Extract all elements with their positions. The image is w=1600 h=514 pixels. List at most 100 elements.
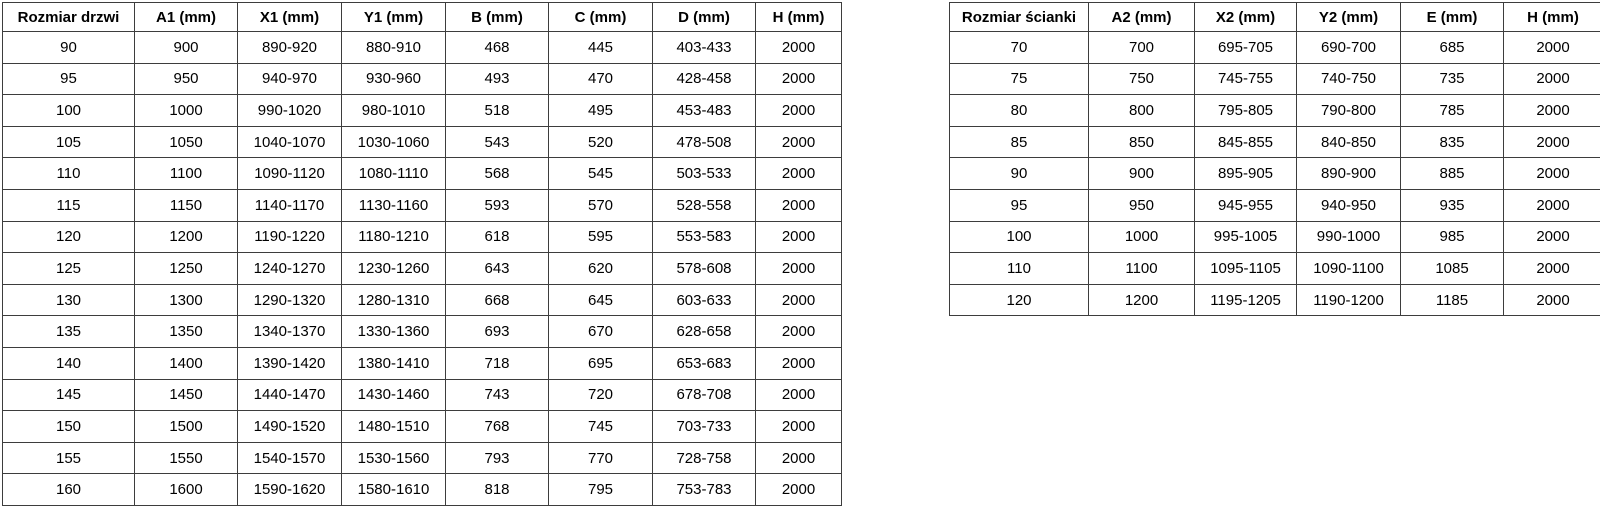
- table-row: 155 1550 1540-1570 1530-1560 793 770 728-758 20…: [2, 441, 842, 475]
- table-cell: 2000: [755, 283, 842, 317]
- column-header: H (mm): [1503, 2, 1600, 32]
- table-row: 90 900 895-905 890-900 885 2000: [949, 157, 1600, 190]
- header-row: Rozmiar ścianki A2 (mm) X2 (mm) Y2 (mm) E (m…: [949, 2, 1600, 32]
- table-cell: 1190-1220: [237, 220, 342, 254]
- table-cell: 980-1010: [341, 94, 446, 127]
- table-cell: 80: [949, 94, 1089, 127]
- table-cell: 120: [949, 283, 1089, 317]
- column-header: Rozmiar ścianki: [949, 2, 1089, 32]
- table-cell: 120: [2, 220, 135, 254]
- table-cell: 593: [445, 188, 549, 222]
- table-cell: 160: [2, 473, 135, 506]
- table-cell: 935: [1400, 188, 1504, 222]
- table-cell: 700: [1088, 31, 1195, 64]
- table-row: 120 1200 1190-1220 1180-1210 618 595 553-583 20…: [2, 220, 842, 254]
- table-cell: 1195-1205: [1194, 283, 1297, 317]
- table-cell: 568: [445, 157, 549, 190]
- table-cell: 2000: [755, 62, 842, 96]
- table-cell: 1000: [134, 94, 238, 127]
- column-header: A2 (mm): [1088, 2, 1195, 32]
- table-cell: 685: [1400, 31, 1504, 64]
- table-cell: 2000: [755, 220, 842, 254]
- table-cell: 95: [2, 62, 135, 96]
- table-cell: 743: [445, 378, 549, 412]
- table-cell: 553-583: [652, 220, 756, 254]
- table-cell: 785: [1400, 94, 1504, 127]
- table-cell: 1140-1170: [237, 188, 342, 222]
- table-cell: 945-955: [1194, 188, 1297, 222]
- table-cell: 1090-1100: [1296, 252, 1401, 285]
- table-cell: 950: [134, 62, 238, 96]
- table-cell: 1340-1370: [237, 315, 342, 348]
- table-cell: 503-533: [652, 157, 756, 190]
- table-cell: 1480-1510: [341, 410, 446, 443]
- table-cell: 2000: [755, 94, 842, 127]
- table-cell: 1380-1410: [341, 346, 446, 380]
- table-cell: 800: [1088, 94, 1195, 127]
- column-header: X2 (mm): [1194, 2, 1297, 32]
- table-cell: 950: [1088, 188, 1195, 222]
- table-cell: 468: [445, 31, 549, 64]
- table-cell: 643: [445, 252, 549, 285]
- table-cell: 2000: [1503, 157, 1600, 190]
- table-cell: 678-708: [652, 378, 756, 412]
- table-cell: 2000: [755, 346, 842, 380]
- table-cell: 693: [445, 315, 549, 348]
- table-row: 140 1400 1390-1420 1380-1410 718 695 653-683 20…: [2, 346, 842, 380]
- table-cell: 645: [548, 283, 653, 317]
- table-cell: 1540-1570: [237, 441, 342, 475]
- table-cell: 130: [2, 283, 135, 317]
- table-row: 115 1150 1140-1170 1130-1160 593 570 528-558 20…: [2, 188, 842, 222]
- table-cell: 595: [548, 220, 653, 254]
- table-cell: 495: [548, 94, 653, 127]
- table-cell: 1250: [134, 252, 238, 285]
- table-cell: 735: [1400, 62, 1504, 96]
- table-cell: 145: [2, 378, 135, 412]
- table-cell: 603-633: [652, 283, 756, 317]
- table-cell: 1350: [134, 315, 238, 348]
- table-cell: 900: [1088, 157, 1195, 190]
- column-header: H (mm): [755, 2, 842, 32]
- table-cell: 895-905: [1194, 157, 1297, 190]
- table-cell: 1100: [134, 157, 238, 190]
- table-cell: 2000: [1503, 283, 1600, 317]
- table-cell: 653-683: [652, 346, 756, 380]
- table-cell: 880-910: [341, 31, 446, 64]
- table-cell: 1080-1110: [341, 157, 446, 190]
- table-cell: 990-1000: [1296, 220, 1401, 254]
- table-cell: 718: [445, 346, 549, 380]
- table-cell: 790-800: [1296, 94, 1401, 127]
- table-cell: 900: [134, 31, 238, 64]
- table-cell: 2000: [755, 315, 842, 348]
- table-cell: 115: [2, 188, 135, 222]
- table-row: 145 1450 1440-1470 1430-1460 743 720 678-708 20…: [2, 378, 842, 412]
- table-cell: 770: [548, 441, 653, 475]
- table-cell: 850: [1088, 125, 1195, 159]
- table-cell: 720: [548, 378, 653, 412]
- table-cell: 840-850: [1296, 125, 1401, 159]
- table-cell: 1490-1520: [237, 410, 342, 443]
- table-cell: 750: [1088, 62, 1195, 96]
- table-row: 150 1500 1490-1520 1480-1510 768 745 703-733 20…: [2, 410, 842, 443]
- table-cell: 1050: [134, 125, 238, 159]
- table-cell: 795: [548, 473, 653, 506]
- table-cell: 1095-1105: [1194, 252, 1297, 285]
- table-cell: 1580-1610: [341, 473, 446, 506]
- column-header: A1 (mm): [134, 2, 238, 32]
- header-row: Rozmiar drzwi A1 (mm) X1 (mm) Y1 (mm) B (mm)…: [2, 2, 842, 32]
- table-cell: 1150: [134, 188, 238, 222]
- table-cell: 818: [445, 473, 549, 506]
- table-cell: 768: [445, 410, 549, 443]
- table-cell: 2000: [755, 410, 842, 443]
- table-cell: 1185: [1400, 283, 1504, 317]
- table-cell: 2000: [1503, 125, 1600, 159]
- table-cell: 618: [445, 220, 549, 254]
- column-header: Rozmiar drzwi: [2, 2, 135, 32]
- table-row: 120 1200 1195-1205 1190-1200 1185 2000: [949, 283, 1600, 317]
- column-header: E (mm): [1400, 2, 1504, 32]
- table-row: 110 1100 1090-1120 1080-1110 568 545 503-533 20…: [2, 157, 842, 190]
- table-row: 85 850 845-855 840-850 835 2000: [949, 125, 1600, 159]
- table-row: 105 1050 1040-1070 1030-1060 543 520 478-508 20…: [2, 125, 842, 159]
- table-cell: 628-658: [652, 315, 756, 348]
- table-row: 70 700 695-705 690-700 685 2000: [949, 31, 1600, 64]
